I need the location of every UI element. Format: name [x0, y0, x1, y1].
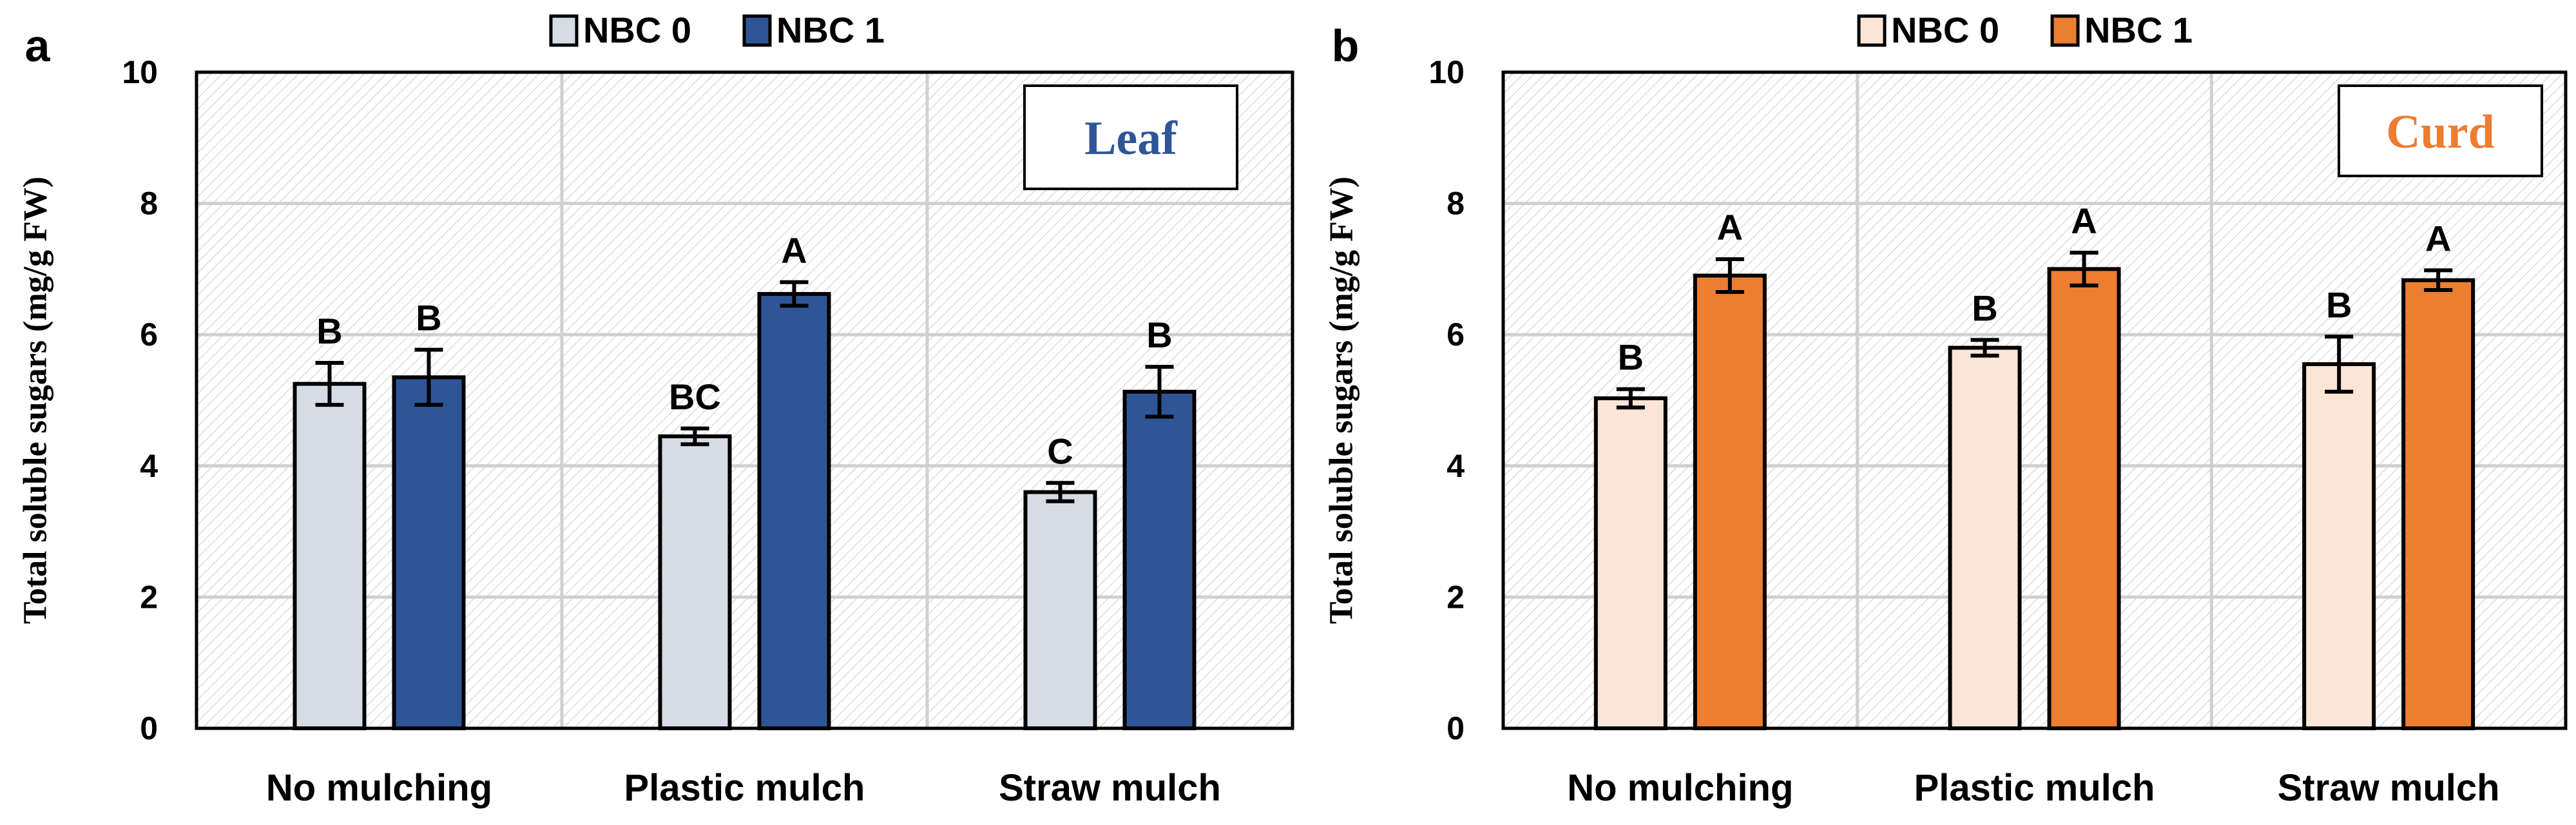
significance-letter: B: [2326, 284, 2352, 325]
bar: [1948, 345, 2022, 730]
x-tick-label: Straw mulch: [999, 767, 1221, 809]
legend-swatch: [2050, 14, 2080, 47]
significance-letter: BC: [669, 376, 721, 417]
bar: [2047, 267, 2121, 730]
bar: [392, 375, 466, 730]
y-tick-label: 6: [1447, 316, 1465, 353]
bar: [1693, 273, 1767, 730]
inset-label: Leaf: [1084, 112, 1178, 165]
significance-letter: A: [2425, 218, 2451, 258]
y-tick-label: 10: [1428, 54, 1465, 90]
bar: [2401, 278, 2475, 730]
x-tick-label: No mulching: [1567, 767, 1793, 809]
significance-letter: B: [316, 311, 342, 351]
significance-letter: C: [1047, 431, 1073, 471]
inset-label-box: [2338, 84, 2543, 177]
bar: [658, 434, 732, 730]
y-axis-label: Total soluble sugars (mg/g FW): [17, 177, 54, 624]
legend-swatch: [742, 14, 772, 47]
inset-label: Curd: [2386, 106, 2495, 159]
panel-letter: b: [1332, 21, 1360, 71]
significance-letter: B: [416, 298, 441, 338]
legend-label: NBC 1: [776, 10, 885, 50]
legend-label: NBC 0: [1891, 10, 1999, 50]
y-tick-label: 2: [1447, 579, 1465, 615]
y-tick-label: 10: [122, 54, 158, 90]
significance-letter: A: [2071, 200, 2097, 241]
bar: [293, 382, 367, 730]
bar: [1593, 396, 1668, 730]
y-tick-label: 2: [140, 579, 158, 615]
panels-root: 0 2 4 6 8 10 Total soluble sugars (mg/g FW) No …: [17, 10, 2568, 809]
bar: [2302, 362, 2376, 730]
legend-label: NBC 0: [583, 10, 691, 50]
y-axis-label: Total soluble sugars (mg/g FW): [1323, 177, 1360, 624]
chart-panel-a: 0 2 4 6 8 10 Total soluble sugars (mg/g FW) No …: [17, 10, 1294, 809]
y-tick-label: 8: [1447, 186, 1465, 222]
x-tick-label: Plastic mulch: [1914, 767, 2155, 809]
bar: [1122, 389, 1197, 730]
plot-area: [1503, 72, 2566, 728]
legend-swatch: [1857, 14, 1887, 47]
inset-label-box: [1023, 84, 1238, 190]
plot-frame: [1501, 70, 2568, 730]
significance-letter: B: [1972, 287, 1997, 328]
legend: NBC 0 NBC 1: [549, 10, 885, 50]
x-tick-label: Plastic mulch: [624, 767, 865, 809]
bar: [1023, 490, 1097, 731]
significance-letter: A: [1717, 207, 1743, 248]
y-tick-label: 0: [140, 710, 158, 746]
significance-letter: B: [1618, 337, 1644, 378]
y-tick-label: 4: [1447, 448, 1465, 484]
y-tick-label: 4: [140, 448, 158, 484]
plot-frame: [195, 70, 1294, 730]
legend-swatch: [549, 14, 579, 47]
significance-letter: B: [1146, 315, 1172, 355]
panel-letter: a: [25, 21, 51, 71]
x-tick-label: No mulching: [266, 767, 492, 809]
y-tick-label: 6: [140, 316, 158, 353]
significance-letter: A: [781, 230, 807, 271]
legend: NBC 0 NBC 1: [1857, 10, 2193, 50]
chart-panel-b: 0 2 4 6 8 10 Total soluble sugars (mg/g FW) No …: [1323, 10, 2568, 809]
y-tick-label: 0: [1447, 710, 1465, 746]
bar: [757, 292, 831, 731]
x-tick-label: Straw mulch: [2278, 767, 2500, 809]
legend-label: NBC 1: [2084, 10, 2193, 50]
y-tick-label: 8: [140, 186, 158, 222]
